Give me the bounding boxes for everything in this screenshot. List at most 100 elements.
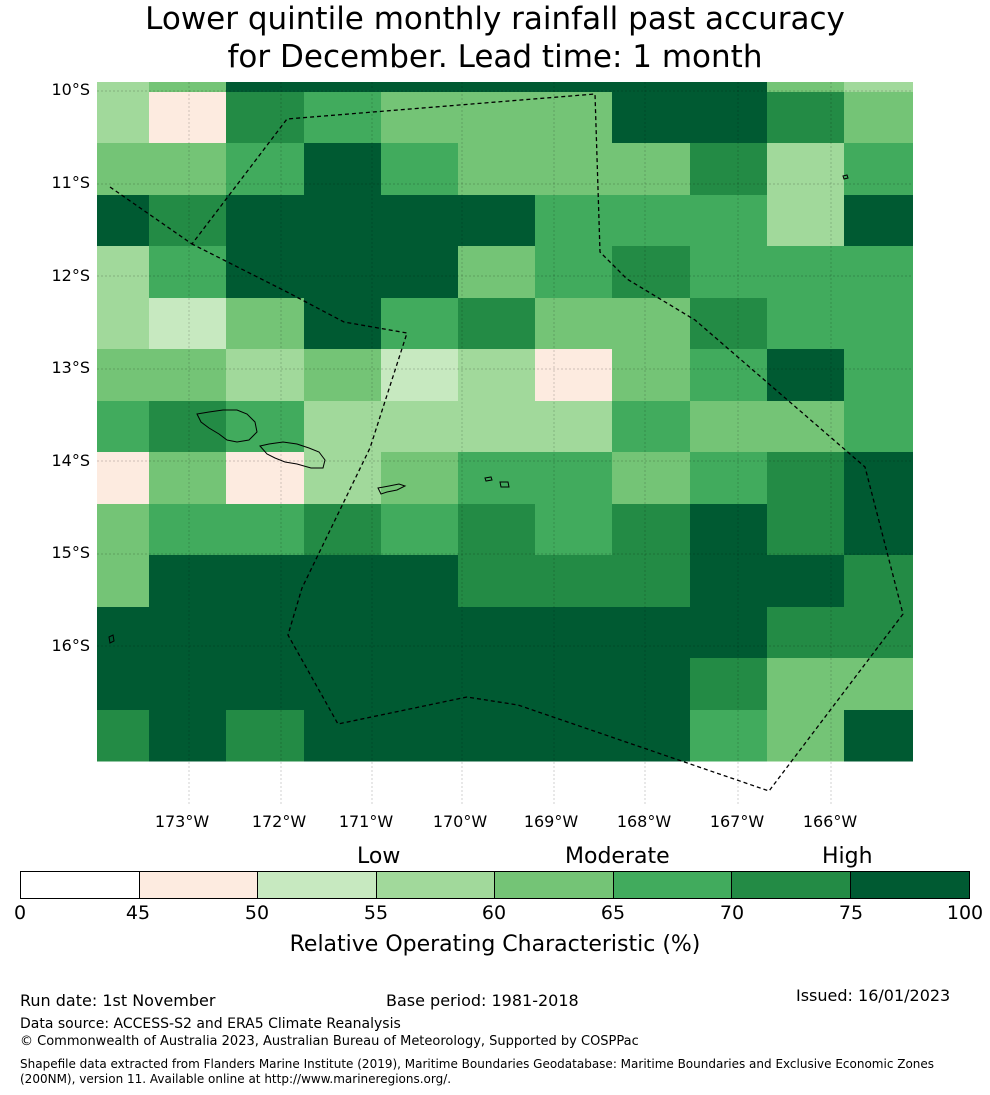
heatmap-cell	[304, 607, 382, 659]
heatmap-cell	[97, 607, 150, 659]
x-tick-label: 170°W	[432, 812, 488, 831]
x-tick-label: 171°W	[338, 812, 394, 831]
island-ofu	[484, 476, 493, 482]
heatmap-cell	[97, 143, 150, 196]
x-tick-label: 172°W	[251, 812, 307, 831]
heatmap-cell	[458, 710, 536, 762]
heatmap-cell	[149, 504, 227, 556]
heatmap-cell	[149, 92, 227, 144]
x-tick-label: 173°W	[154, 812, 210, 831]
heatmap-cell	[844, 401, 913, 453]
heatmap-cell	[690, 607, 768, 659]
heatmap-cell	[767, 555, 845, 608]
heatmap-cell	[149, 195, 227, 247]
heatmap-cell	[535, 246, 613, 299]
heatmap-cell	[381, 607, 459, 659]
y-tick-label: 12°S	[51, 266, 90, 285]
heatmap-cell	[304, 349, 382, 402]
heatmap-cell	[97, 710, 150, 762]
island-swains	[842, 174, 849, 180]
data-source: Data source: ACCESS-S2 and ERA5 Climate …	[20, 1016, 401, 1032]
colorbar	[20, 871, 970, 899]
colorbar-tick: 55	[363, 902, 389, 924]
title-line-1: Lower quintile monthly rainfall past acc…	[145, 1, 845, 37]
heatmap-cell	[381, 92, 459, 144]
heatmap-cell	[767, 710, 845, 762]
heatmap-cell	[149, 246, 227, 299]
heatmap-cell	[381, 246, 459, 299]
colorbar-segment	[258, 872, 377, 898]
heatmap-cell	[381, 658, 459, 711]
heatmap-cell	[612, 710, 691, 762]
x-tick-label: 166°W	[802, 812, 858, 831]
heatmap-cell	[690, 298, 768, 350]
heatmap-cell	[226, 298, 305, 350]
heatmap-cell	[535, 92, 613, 144]
issued-date: Issued: 16/01/2023	[796, 986, 951, 1005]
heatmap-cell	[535, 710, 613, 762]
heatmap-cell	[535, 143, 613, 196]
accuracy-map	[97, 82, 913, 804]
heatmap-cell	[767, 92, 845, 144]
colorbar-segment	[21, 872, 140, 898]
heatmap-cell	[535, 504, 613, 556]
heatmap-cell	[458, 195, 536, 247]
heatmap-cell	[97, 349, 150, 402]
heatmap-cell	[226, 555, 305, 608]
colorbar-tick: 70	[719, 902, 745, 924]
island-wallis	[108, 634, 115, 644]
heatmap-cell	[304, 246, 382, 299]
island-savaii	[196, 409, 258, 443]
colorbar-tick: 60	[481, 902, 507, 924]
heatmap-cell	[458, 349, 536, 402]
heatmap-cell	[767, 658, 845, 711]
heatmap-cell	[458, 504, 536, 556]
heatmap-cell	[381, 555, 459, 608]
heatmap-cell	[458, 298, 536, 350]
heatmap-cell	[690, 710, 768, 762]
heatmap-cell	[97, 452, 150, 505]
y-tick-label: 14°S	[51, 451, 90, 470]
heatmap-cell	[381, 401, 459, 453]
heatmap-cell	[458, 607, 536, 659]
base-period: Base period: 1981-2018	[386, 991, 579, 1010]
heatmap-cell	[844, 82, 913, 93]
heatmap-cell	[381, 298, 459, 350]
heatmap-cell	[612, 143, 691, 196]
colorbar-tick: 45	[125, 902, 151, 924]
heatmap-cell	[535, 401, 613, 453]
heatmap-cell	[149, 658, 227, 711]
heatmap-cell	[97, 92, 150, 144]
heatmap-cell	[97, 246, 150, 299]
heatmap-cell	[844, 143, 913, 196]
heatmap-cell	[612, 298, 691, 350]
heatmap-cell	[97, 195, 150, 247]
heatmap-svg	[97, 82, 913, 804]
island-upolu	[259, 441, 326, 469]
heatmap-cell	[226, 607, 305, 659]
heatmap-cell	[612, 92, 691, 144]
heatmap-cell	[690, 658, 768, 711]
heatmap-cells	[97, 82, 913, 762]
heatmap-cell	[690, 195, 768, 247]
heatmap-cell	[690, 143, 768, 196]
heatmap-cell	[149, 401, 227, 453]
heatmap-cell	[304, 195, 382, 247]
heatmap-cell	[149, 298, 227, 350]
heatmap-cell	[458, 82, 536, 93]
heatmap-cell	[381, 82, 459, 93]
heatmap-cell	[149, 349, 227, 402]
heatmap-cell	[767, 504, 845, 556]
heatmap-cell	[149, 82, 227, 93]
heatmap-cell	[226, 401, 305, 453]
heatmap-cell	[844, 452, 913, 505]
heatmap-cell	[612, 555, 691, 608]
heatmap-cell	[97, 555, 150, 608]
heatmap-cell	[149, 710, 227, 762]
heatmap-cell	[458, 452, 536, 505]
heatmap-cell	[458, 92, 536, 144]
heatmap-cell	[304, 555, 382, 608]
y-tick-label: 15°S	[51, 543, 90, 562]
heatmap-cell	[226, 349, 305, 402]
colorbar-tick: 75	[838, 902, 864, 924]
